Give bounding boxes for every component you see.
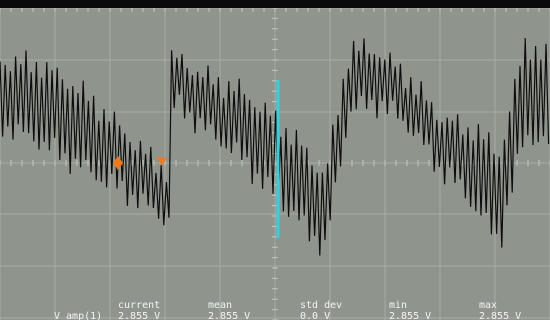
stat-max-header: max xyxy=(479,300,498,311)
stat-current-value: 2.855 V xyxy=(118,311,161,320)
trigger-point-icon[interactable] xyxy=(113,156,123,170)
measurement-row-label: V amp(1) xyxy=(54,311,103,320)
stat-mean-header: mean xyxy=(208,300,233,311)
stat-std-dev-header: std dev xyxy=(300,300,343,311)
trigger-level-icon[interactable] xyxy=(157,157,167,166)
stat-min-value: 2.855 V xyxy=(389,311,432,320)
stat-max-value: 2.855 V xyxy=(479,311,522,320)
graticule xyxy=(0,8,550,320)
stat-min-header: min xyxy=(389,300,408,311)
waveform-plot xyxy=(0,8,550,320)
stat-std-dev-value: 0.0 V xyxy=(300,311,331,320)
waveform-trace xyxy=(0,37,550,256)
stat-current-header: current xyxy=(118,300,161,311)
waveform-screen xyxy=(0,8,550,320)
stat-mean-value: 2.855 V xyxy=(208,311,251,320)
measurement-readout: V amp(1) current 2.855 V mean 2.855 V st… xyxy=(0,298,550,320)
